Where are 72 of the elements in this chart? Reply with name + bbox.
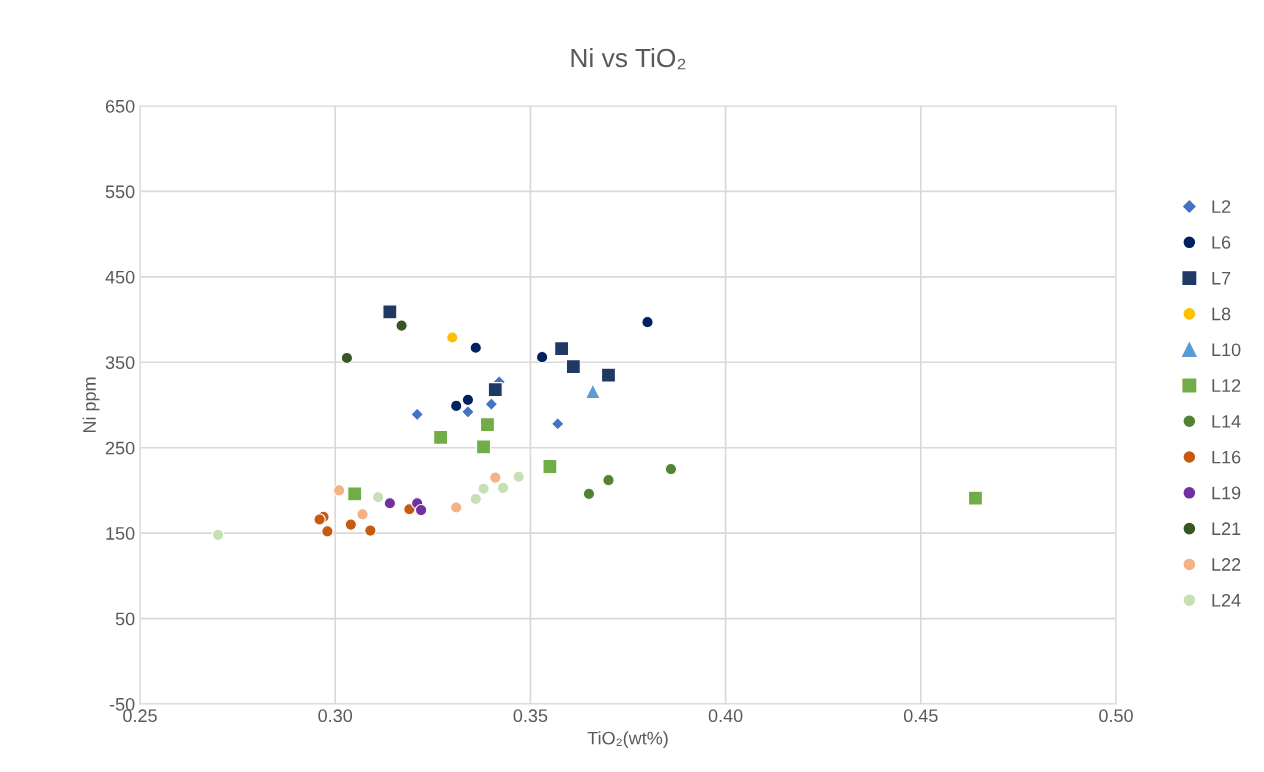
point bbox=[410, 407, 424, 422]
legend-label: L8 bbox=[1212, 307, 1231, 321]
y-axis-title: Ni ppm bbox=[82, 377, 100, 433]
x-tick-label: 0.35 bbox=[513, 709, 548, 723]
point bbox=[554, 341, 570, 357]
point bbox=[450, 399, 463, 413]
point bbox=[582, 487, 596, 501]
point bbox=[479, 417, 495, 433]
x-tick-label: 0.50 bbox=[1099, 709, 1133, 723]
point bbox=[382, 304, 398, 320]
y-tick-label: 550 bbox=[105, 185, 135, 199]
point bbox=[395, 319, 408, 332]
legend-label: L16 bbox=[1212, 450, 1241, 464]
point bbox=[641, 315, 654, 329]
point bbox=[565, 359, 581, 375]
point bbox=[371, 491, 385, 504]
point bbox=[489, 471, 502, 484]
point bbox=[585, 383, 601, 400]
point bbox=[550, 417, 565, 431]
point bbox=[469, 341, 482, 354]
point bbox=[383, 497, 397, 510]
point bbox=[461, 393, 475, 407]
y-tick-label: -50 bbox=[109, 697, 135, 711]
y-tick-label: 150 bbox=[106, 527, 135, 540]
legend-label: L19 bbox=[1212, 486, 1241, 500]
legend-label: L2 bbox=[1212, 200, 1231, 213]
x-axis-title: TiO₂(wt%) bbox=[587, 731, 668, 749]
point bbox=[340, 351, 354, 365]
point bbox=[321, 525, 334, 538]
point bbox=[446, 331, 459, 344]
point bbox=[461, 405, 475, 419]
point bbox=[476, 439, 492, 455]
point bbox=[332, 484, 346, 497]
chart-title: Ni vs TiO₂ bbox=[571, 47, 686, 70]
point bbox=[344, 518, 358, 531]
y-tick-label: 650 bbox=[105, 99, 135, 113]
legend-label: L21 bbox=[1212, 522, 1241, 535]
point bbox=[414, 503, 428, 517]
x-tick-label: 0.40 bbox=[708, 709, 743, 723]
point bbox=[477, 482, 490, 495]
legend-label: L12 bbox=[1212, 379, 1241, 392]
y-tick-label: 50 bbox=[115, 612, 135, 626]
point bbox=[450, 501, 463, 514]
x-tick-label: 0.30 bbox=[318, 709, 353, 723]
point bbox=[487, 382, 503, 398]
point bbox=[600, 367, 616, 383]
legend-label: L24 bbox=[1212, 593, 1241, 607]
point bbox=[664, 462, 678, 476]
legend-label: L14 bbox=[1212, 415, 1241, 428]
point bbox=[469, 492, 482, 506]
legend-label: L7 bbox=[1212, 271, 1231, 285]
point bbox=[542, 459, 558, 475]
point bbox=[496, 481, 510, 495]
x-tick-label: 0.25 bbox=[123, 709, 157, 723]
point bbox=[433, 429, 449, 445]
point bbox=[484, 397, 499, 411]
legend-label: L6 bbox=[1212, 236, 1231, 249]
point bbox=[967, 490, 983, 506]
x-tick-label: 0.45 bbox=[903, 709, 938, 723]
legend-label: L22 bbox=[1212, 558, 1241, 571]
point bbox=[602, 473, 615, 487]
y-tick-label: 350 bbox=[105, 356, 135, 370]
y-tick-label: 450 bbox=[105, 270, 135, 284]
point bbox=[211, 528, 225, 542]
legend-label: L10 bbox=[1212, 343, 1241, 357]
point bbox=[364, 524, 377, 537]
point bbox=[535, 350, 549, 364]
point bbox=[356, 508, 369, 521]
point bbox=[512, 470, 525, 483]
y-tick-label: 250 bbox=[105, 441, 135, 455]
point bbox=[313, 513, 326, 526]
point bbox=[347, 486, 363, 502]
